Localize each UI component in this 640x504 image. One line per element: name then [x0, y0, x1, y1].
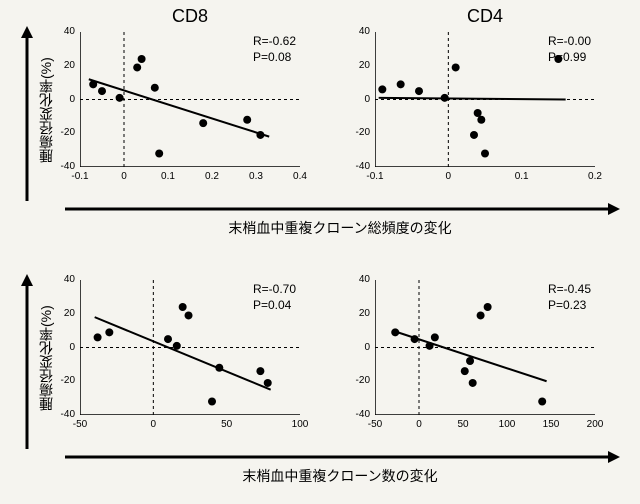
xtick-label: 50	[457, 419, 468, 430]
ytick-label: 0	[50, 342, 75, 353]
xtick-label: 0	[416, 419, 422, 430]
panel-cd4-freq: -0.100.10.2-40-2002040R=-0.00P=0.99	[375, 32, 595, 167]
ytick-label: 20	[345, 60, 370, 71]
ytick-label: 20	[345, 308, 370, 319]
xtick-label: 200	[587, 419, 604, 430]
stats-cd8-freq: R=-0.62P=0.08	[253, 34, 296, 65]
xtick-label: 0.1	[515, 171, 529, 182]
stat-r: R=-0.62	[253, 34, 296, 50]
panel-cd8-freq: -0.100.10.20.30.4-40-2002040R=-0.62P=0.0…	[80, 32, 300, 167]
xtick-label: 50	[221, 419, 232, 430]
x-arrow-bottom	[60, 448, 620, 466]
xtick-label: 0.4	[293, 171, 307, 182]
x-label-top: 末梢血中重複クローン総頻度の変化	[60, 218, 620, 238]
y-arrow-top	[18, 26, 36, 206]
stat-r: R=-0.00	[548, 34, 591, 50]
stat-p: P=0.04	[253, 298, 296, 314]
ytick-label: 20	[50, 60, 75, 71]
ytick-label: 40	[50, 274, 75, 285]
ytick-label: 0	[345, 94, 370, 105]
xtick-label: 0	[151, 419, 157, 430]
xtick-label: -50	[73, 419, 87, 430]
stats-cd4-count: R=-0.45P=0.23	[548, 282, 591, 313]
ytick-label: 40	[345, 26, 370, 37]
ytick-label: -20	[345, 127, 370, 138]
xtick-label: -0.1	[71, 171, 88, 182]
xtick-label: 0.1	[161, 171, 175, 182]
stat-r: R=-0.70	[253, 282, 296, 298]
ytick-label: -20	[50, 127, 75, 138]
xtick-label: -50	[368, 419, 382, 430]
xtick-label: 150	[543, 419, 560, 430]
xtick-label: 100	[499, 419, 516, 430]
ytick-label: 40	[345, 274, 370, 285]
stat-p: P=0.08	[253, 50, 296, 66]
ytick-label: 20	[50, 308, 75, 319]
stats-cd4-freq: R=-0.00P=0.99	[548, 34, 591, 65]
ytick-label: -40	[345, 409, 370, 420]
xtick-label: -0.1	[366, 171, 383, 182]
ytick-label: 0	[345, 342, 370, 353]
xtick-label: 0	[446, 171, 452, 182]
xtick-label: 0	[121, 171, 127, 182]
stats-cd8-count: R=-0.70P=0.04	[253, 282, 296, 313]
y-arrow-bottom	[18, 274, 36, 454]
stat-p: P=0.99	[548, 50, 591, 66]
ytick-label: 0	[50, 94, 75, 105]
panel-cd4-count: -50050100150200-40-2002040R=-0.45P=0.23	[375, 280, 595, 415]
xtick-label: 0.3	[249, 171, 263, 182]
panel-cd8-count: -50050100-40-2002040R=-0.70P=0.04	[80, 280, 300, 415]
ytick-label: -20	[345, 375, 370, 386]
xtick-label: 0.2	[205, 171, 219, 182]
ytick-label: -20	[50, 375, 75, 386]
x-arrow-top	[60, 200, 620, 218]
x-label-bottom: 末梢血中重複クローン数の変化	[60, 466, 620, 486]
stat-r: R=-0.45	[548, 282, 591, 298]
xtick-label: 100	[292, 419, 309, 430]
ytick-label: -40	[50, 161, 75, 172]
figure: 腫瘍径変化率(%) 腫瘍径変化率(%) CD8 CD4 末梢血中重複クローン総頻…	[0, 0, 640, 504]
stat-p: P=0.23	[548, 298, 591, 314]
ytick-label: -40	[345, 161, 370, 172]
col-header-cd8: CD8	[80, 6, 300, 27]
col-header-cd4: CD4	[375, 6, 595, 27]
xtick-label: 0.2	[588, 171, 602, 182]
ytick-label: -40	[50, 409, 75, 420]
ytick-label: 40	[50, 26, 75, 37]
